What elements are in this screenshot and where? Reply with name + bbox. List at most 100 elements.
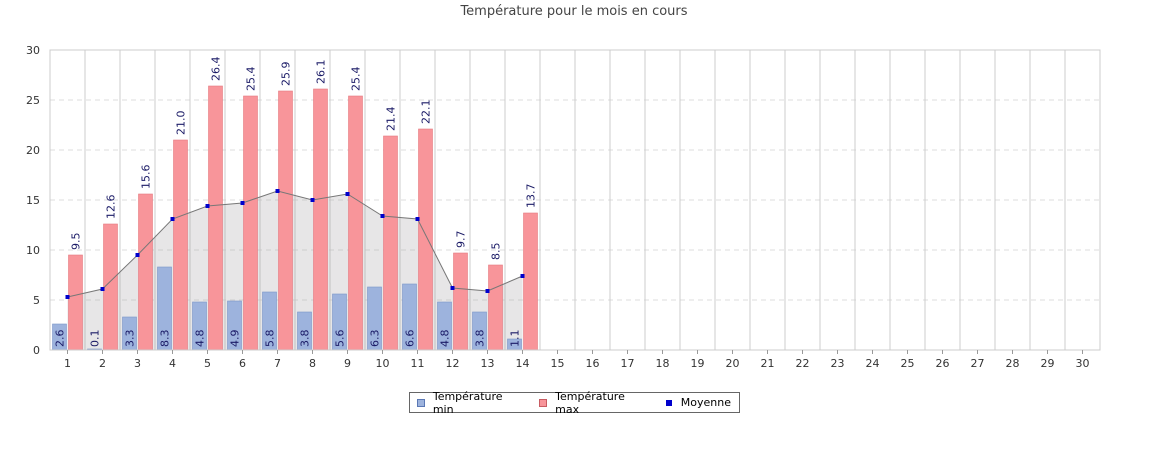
x-tick-label: 11 [411,357,425,370]
legend-item-max: Température max [539,390,649,416]
legend-item-min: Température min [417,390,524,416]
average-point [415,217,420,221]
label-max: 15.6 [140,165,153,190]
legend-label-min: Température min [432,389,503,416]
chart-title: Température pour le mois en cours [459,4,687,19]
label-max: 21.0 [175,111,188,136]
x-tick-label: 7 [274,357,281,370]
y-tick-label: 30 [26,44,40,57]
bar-max [453,252,468,351]
label-min: 6.6 [404,330,417,348]
label-max: 21.4 [385,107,398,132]
bar-max [523,212,538,351]
label-max: 9.7 [455,231,468,249]
y-tick-label: 10 [26,244,40,257]
label-min: 0.1 [89,330,102,348]
grid-lines [50,50,1100,350]
x-tick-label: 14 [516,357,530,370]
x-tick-label: 24 [866,357,880,370]
average-point [170,217,175,221]
x-tick-label: 30 [1076,357,1090,370]
x-tick-label: 22 [796,357,810,370]
bar-max [313,88,328,351]
bar-max [383,135,398,351]
label-max: 26.1 [315,60,328,85]
legend-swatch-max [539,398,548,407]
y-tick-label: 15 [26,194,40,207]
y-tick-label: 20 [26,144,40,157]
label-max: 22.1 [420,100,433,125]
x-tick-label: 29 [1041,357,1055,370]
legend: Température min Température max Moyenne [409,390,740,416]
label-min: 5.8 [264,330,277,348]
average-point [485,289,490,293]
bar-max [418,128,433,351]
x-tick-label: 5 [204,357,211,370]
average-point [345,192,350,196]
average-point [65,295,70,299]
x-tick-label: 27 [971,357,985,370]
x-tick-label: 16 [586,357,600,370]
average-point [520,274,525,278]
average-point [205,204,210,208]
x-tick-label: 6 [239,357,246,370]
x-tick-label: 20 [726,357,740,370]
bar-max [68,254,83,351]
data-labels: 2.6 9.5 0.1 12.6 3.3 15.6 8.3 21.0 4.8 26.4 4.9 25.… [54,57,538,348]
label-min: 4.9 [229,330,242,348]
x-tick-label: 1 [64,357,71,370]
label-max: 26.4 [210,57,223,82]
bar-max [138,193,153,351]
average-point [450,286,455,290]
legend-swatch-min [417,398,425,407]
label-max: 13.7 [525,184,538,209]
x-tick-label: 9 [344,357,351,370]
label-max: 8.5 [490,243,503,261]
average-point [380,214,385,218]
label-min: 4.8 [194,330,207,348]
legend-item-avg: Moyenne [665,396,731,409]
bars [52,85,538,351]
bar-max [243,95,258,351]
bar-max [208,85,223,351]
x-tick-label: 26 [936,357,950,370]
average-point [240,201,245,205]
x-tick-label: 28 [1006,357,1020,370]
average-point [100,287,105,291]
y-tick-label: 0 [33,344,40,357]
average-polyline [67,190,523,298]
x-tick-label: 15 [551,357,565,370]
label-max: 9.5 [70,233,83,251]
label-min: 8.3 [159,330,172,348]
y-tick-label: 25 [26,94,40,107]
x-tick-label: 13 [481,357,495,370]
x-tick-label: 3 [134,357,141,370]
average-point [135,253,140,257]
label-max: 12.6 [105,195,118,220]
label-min: 3.8 [299,330,312,348]
label-max: 25.4 [350,67,363,92]
x-tick-label: 4 [169,357,176,370]
bar-max [103,223,118,351]
average-point [310,198,315,202]
label-min: 6.3 [369,330,382,348]
y-tick-label: 5 [33,294,40,307]
label-min: 3.8 [474,330,487,348]
x-tick-label: 12 [446,357,460,370]
plot-frame [49,49,1101,351]
bar-max [488,264,503,351]
x-tick-label: 18 [656,357,670,370]
x-tick-label: 8 [309,357,316,370]
x-tick-label: 23 [831,357,845,370]
label-min: 2.6 [54,330,67,348]
label-max: 25.9 [280,62,293,87]
label-max: 25.4 [245,67,258,92]
x-tick-label: 21 [761,357,775,370]
x-tick-label: 2 [99,357,106,370]
average-line [65,189,525,299]
legend-label-max: Température max [555,389,625,416]
bar-max [348,95,363,351]
label-min: 1.1 [509,330,522,348]
